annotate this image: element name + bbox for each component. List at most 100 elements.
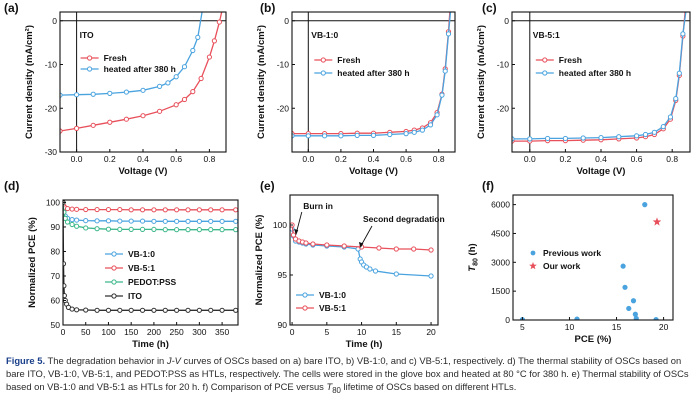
data-point bbox=[630, 298, 637, 304]
data-point bbox=[139, 207, 146, 213]
plot-frame bbox=[512, 194, 674, 321]
legend-label: VB-5:1 bbox=[319, 303, 346, 313]
data-point bbox=[208, 307, 214, 313]
panel-label-d: (d) bbox=[4, 179, 19, 193]
annotation-arrow bbox=[360, 225, 373, 247]
legend-label: heated after 380 h bbox=[559, 68, 631, 78]
data-point bbox=[185, 207, 191, 213]
y-tick-label: -10 bbox=[497, 60, 510, 70]
caption-text-2: curves of OSCs based on a) bare ITO, b) … bbox=[6, 355, 689, 393]
series-f-0 bbox=[519, 202, 659, 320]
data-point bbox=[233, 227, 238, 233]
data-point bbox=[83, 217, 89, 224]
legend-label: VB-1:0 bbox=[319, 290, 346, 300]
data-point bbox=[64, 219, 71, 225]
data-point bbox=[185, 307, 191, 313]
legend-item: VB-1:0 bbox=[296, 290, 346, 300]
x-tick-label: 150 bbox=[124, 327, 138, 337]
data-point bbox=[69, 221, 75, 228]
data-point bbox=[442, 68, 448, 74]
series-b-1 bbox=[292, 12, 452, 139]
data-point bbox=[620, 263, 626, 269]
y-tick-label: 4500 bbox=[491, 228, 510, 238]
legend-label: Fresh bbox=[559, 55, 582, 65]
data-point bbox=[151, 207, 157, 213]
data-point bbox=[140, 87, 146, 93]
data-point bbox=[393, 246, 399, 252]
data-point bbox=[683, 6, 687, 10]
x-tick-label: 10 bbox=[565, 322, 575, 332]
data-point bbox=[233, 218, 238, 224]
x-tick-label: 20 bbox=[426, 327, 436, 337]
data-point bbox=[162, 307, 168, 313]
legend-marker bbox=[111, 251, 117, 257]
data-point bbox=[173, 102, 179, 108]
data-point bbox=[642, 202, 648, 208]
panel-label-b: (b) bbox=[260, 1, 275, 15]
data-point bbox=[128, 307, 134, 313]
caption-text-3: lifetime of OSCs based on different HTLs… bbox=[340, 381, 517, 393]
legend-marker bbox=[529, 262, 537, 270]
data-point bbox=[310, 241, 316, 247]
x-tick-label: 0.4 bbox=[368, 154, 380, 164]
panel-label-a: (a) bbox=[4, 1, 19, 15]
legend-label: Our work bbox=[543, 261, 581, 271]
series-line bbox=[291, 228, 432, 277]
data-point bbox=[190, 47, 196, 54]
data-point bbox=[219, 218, 225, 224]
legend-marker bbox=[302, 305, 308, 311]
data-point bbox=[233, 207, 238, 213]
series-line bbox=[292, 12, 452, 137]
data-point bbox=[216, 19, 222, 25]
data-point bbox=[411, 129, 417, 135]
legend-item: Fresh bbox=[535, 55, 582, 65]
y-tick-label: 0 bbox=[284, 16, 289, 26]
legend-item: VB-5:1 bbox=[296, 303, 346, 313]
x-tick-label: 5 bbox=[520, 322, 525, 332]
data-point bbox=[651, 129, 658, 135]
data-point bbox=[117, 307, 123, 313]
legend-label: Fresh bbox=[337, 55, 360, 65]
x-tick-label: 250 bbox=[170, 327, 184, 337]
caption-text-1: The degradation behavior in bbox=[47, 355, 167, 366]
data-point bbox=[562, 135, 569, 142]
data-point bbox=[598, 134, 604, 141]
y-tick-label: 0 bbox=[505, 315, 510, 325]
panel-label-f: (f) bbox=[482, 179, 494, 193]
data-point bbox=[676, 70, 682, 76]
data-point bbox=[185, 218, 191, 224]
data-point bbox=[196, 307, 202, 313]
data-point bbox=[367, 266, 373, 272]
data-point bbox=[219, 227, 225, 233]
data-point bbox=[128, 207, 134, 213]
y-tick-label: 6000 bbox=[491, 200, 510, 210]
data-point bbox=[139, 307, 146, 313]
data-point bbox=[387, 131, 393, 138]
data-point bbox=[157, 108, 163, 114]
data-point bbox=[419, 127, 425, 133]
y-tick-label: 50 bbox=[51, 320, 61, 330]
legend-item: Fresh bbox=[80, 53, 127, 63]
legend-label: VB-1:0 bbox=[128, 249, 155, 259]
series-d-3 bbox=[63, 200, 238, 313]
y-tick-label: -20 bbox=[497, 103, 510, 113]
caption-t80-sub: 80 bbox=[332, 386, 341, 396]
data-point bbox=[162, 227, 168, 233]
data-point bbox=[428, 273, 434, 279]
x-axis-label: Time (h) bbox=[346, 339, 383, 350]
annotation-arrowhead bbox=[294, 229, 299, 236]
data-point bbox=[63, 209, 67, 215]
x-tick-label: 0.0 bbox=[71, 154, 83, 164]
panel-label-e: (e) bbox=[260, 179, 275, 193]
data-point bbox=[69, 306, 75, 312]
x-tick-label: 200 bbox=[147, 327, 161, 337]
annotation-arrowhead bbox=[358, 242, 364, 248]
data-point bbox=[165, 80, 171, 86]
data-point bbox=[139, 226, 146, 233]
data-point bbox=[211, 38, 217, 44]
data-point bbox=[83, 225, 89, 231]
y-tick-label: -10 bbox=[277, 60, 290, 70]
data-point bbox=[324, 242, 330, 248]
data-point bbox=[90, 91, 96, 97]
data-point bbox=[162, 207, 168, 213]
